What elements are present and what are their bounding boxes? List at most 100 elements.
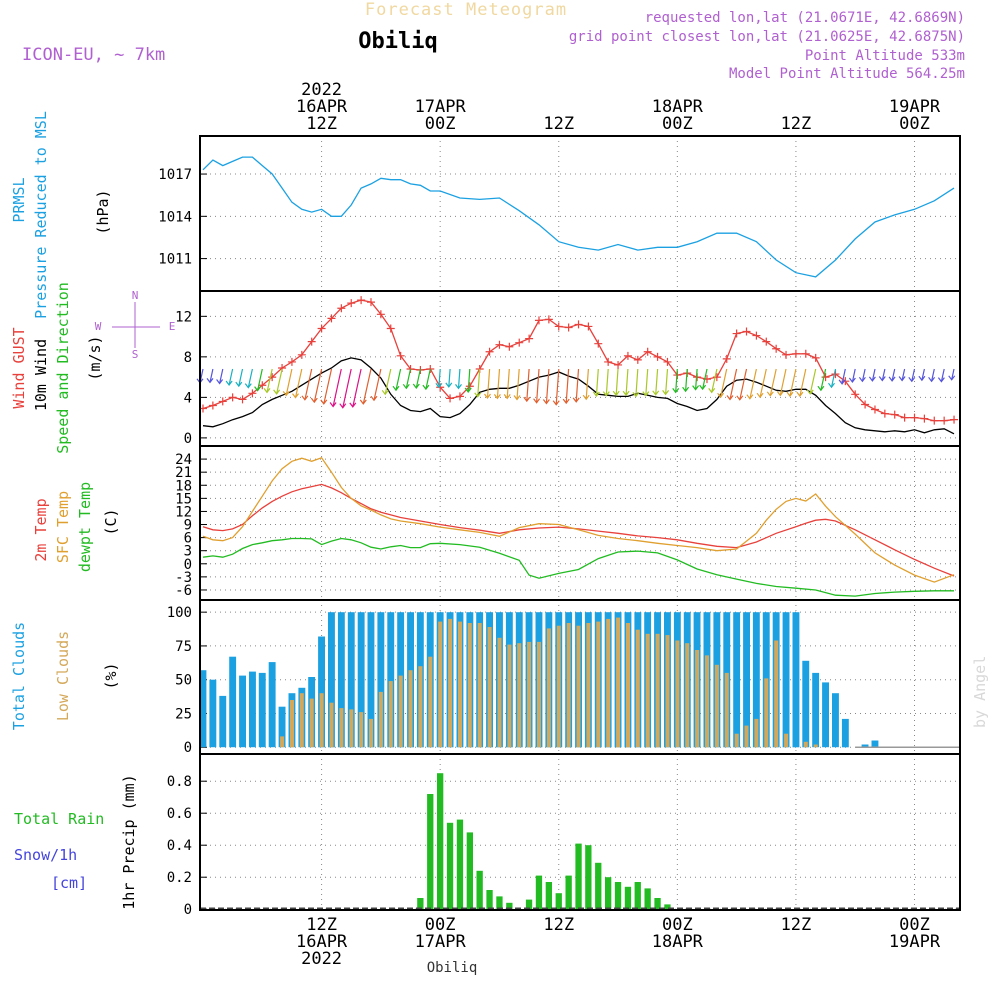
wind-direction-arrow — [455, 368, 462, 390]
wind-direction-arrow — [339, 368, 352, 409]
bar-low-clouds — [744, 725, 749, 748]
wind-direction-arrow — [370, 368, 382, 402]
bar-total-clouds — [792, 612, 800, 748]
bar-low-clouds — [527, 641, 532, 748]
bottom-time-label: 12Z — [306, 915, 337, 935]
bar-low-clouds — [705, 655, 709, 748]
rain-label: Total Rain — [14, 810, 104, 828]
bar-rain — [476, 870, 483, 910]
gust-marker — [890, 410, 899, 419]
gust-marker — [534, 316, 543, 325]
bottom-time-label: 17APR — [415, 932, 467, 952]
wind-direction-arrow — [717, 368, 728, 399]
y-tick-label: 100 — [167, 605, 192, 621]
bar-total-clouds — [832, 693, 839, 748]
series-line-dewpt-temp — [202, 537, 954, 597]
bar-rain — [565, 875, 572, 910]
bar-low-clouds — [685, 643, 690, 748]
y-tick-label: 21 — [175, 465, 192, 481]
bar-rain — [437, 773, 444, 910]
bar-rain — [624, 886, 632, 910]
bar-rain — [446, 822, 454, 910]
bar-low-clouds — [546, 628, 551, 748]
bar-low-clouds — [556, 625, 561, 748]
wind-direction-arrow — [235, 368, 244, 388]
gust-marker — [594, 339, 603, 348]
wind-direction-arrow — [225, 368, 234, 386]
bar-low-clouds — [458, 621, 462, 748]
snow-label: Snow/1h — [14, 846, 77, 864]
gust-marker — [900, 413, 909, 422]
wind-direction-arrow — [937, 368, 945, 383]
y-tick-label: 0 — [184, 740, 192, 756]
gust-marker — [633, 355, 642, 364]
gust-marker — [663, 357, 672, 366]
bar-low-clouds — [784, 733, 789, 748]
gust-marker — [525, 334, 534, 343]
bar-low-clouds — [438, 621, 443, 748]
bar-rain — [664, 904, 671, 910]
bar-total-clouds — [861, 744, 869, 748]
wind-direction-arrow — [817, 368, 827, 392]
bar-total-clouds — [229, 656, 237, 748]
top-time-label: 2022 — [301, 80, 342, 100]
gust-marker — [742, 327, 751, 336]
bar-rain — [605, 877, 612, 910]
top-time-label: 12Z — [781, 114, 812, 134]
bar-rain — [466, 832, 473, 910]
bar-rain — [644, 888, 651, 910]
top-time-label: 17APR — [415, 97, 467, 117]
y-tick-label: 50 — [175, 673, 192, 689]
bar-low-clouds — [418, 666, 423, 748]
bar-total-clouds — [733, 612, 741, 748]
clouds-unit: (%) — [102, 662, 120, 689]
gust-marker — [347, 299, 356, 308]
bar-rain — [525, 899, 533, 910]
wind-direction-arrow — [216, 368, 224, 385]
y-tick-label: 4 — [184, 390, 192, 406]
snow-unit-label: [cm] — [51, 874, 87, 892]
bar-rain — [575, 843, 582, 910]
bar-low-clouds — [566, 623, 571, 748]
y-tick-label: 0.4 — [167, 838, 192, 854]
y-tick-label: 24 — [175, 452, 192, 468]
top-time-label: 18APR — [652, 97, 704, 117]
bar-low-clouds — [665, 635, 670, 748]
bar-low-clouds — [487, 627, 492, 748]
y-tick-label: 1017 — [158, 167, 192, 183]
wind-direction-arrow — [523, 368, 531, 403]
y-tick-label: -3 — [175, 570, 192, 586]
gust-marker — [564, 323, 573, 332]
gust-marker — [327, 314, 336, 323]
bar-total-clouds — [871, 740, 879, 748]
wind-direction-arrow — [699, 368, 708, 391]
bar-low-clouds — [714, 664, 719, 748]
wind-direction-arrow — [928, 368, 936, 383]
gust-marker — [515, 338, 524, 347]
panel-frame — [199, 135, 961, 292]
wind-direction-arrow — [445, 368, 453, 388]
gust-label: Wind GUST — [10, 327, 28, 408]
wind-direction-arrow — [756, 368, 767, 399]
y-tick-label: 8 — [184, 350, 192, 366]
gust-marker — [772, 344, 781, 353]
compass-w: W — [95, 320, 102, 333]
gust-marker — [228, 393, 237, 402]
gust-marker — [574, 320, 583, 329]
bottom-time-label: 18APR — [652, 932, 704, 952]
wind-dir-label: Speed and Direction — [54, 282, 72, 454]
wind-direction-arrow — [359, 368, 372, 405]
bar-low-clouds — [309, 698, 314, 748]
gust-marker — [268, 373, 277, 382]
bar-total-clouds — [278, 706, 286, 748]
bar-low-clouds — [497, 637, 502, 748]
wind-direction-arrow — [206, 368, 214, 384]
y-tick-label: 0.8 — [167, 774, 192, 790]
bar-low-clouds — [606, 618, 611, 748]
top-time-label: 12Z — [306, 114, 337, 134]
y-tick-label: -6 — [175, 583, 192, 599]
point-altitude: Point Altitude 533m — [805, 48, 965, 64]
chart-title: Forecast Meteogram — [365, 0, 567, 20]
bar-low-clouds — [378, 691, 383, 748]
bar-low-clouds — [339, 708, 344, 748]
